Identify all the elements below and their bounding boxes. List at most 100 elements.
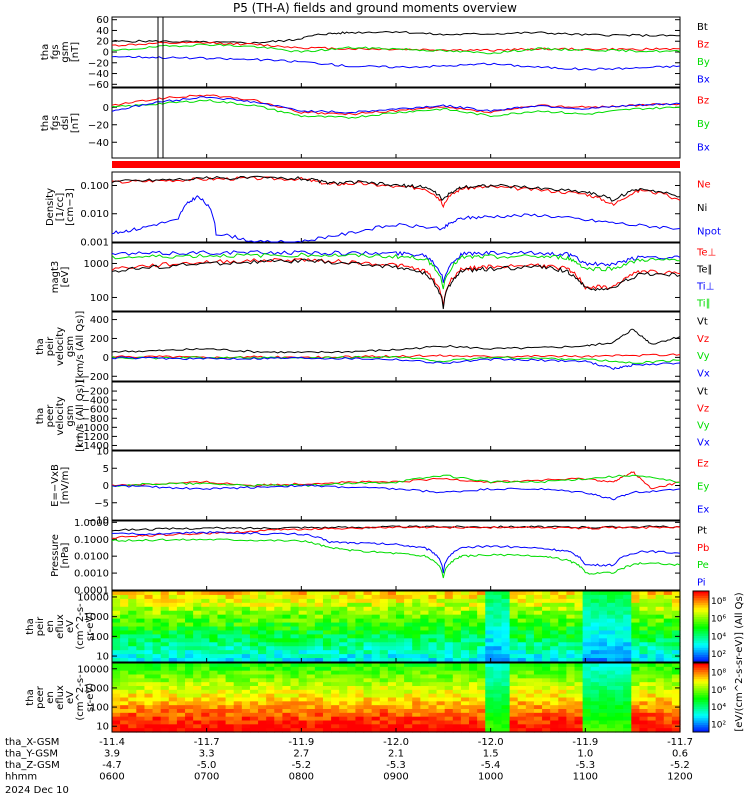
spectrogram-cell xyxy=(420,666,430,672)
spectrogram-cell xyxy=(671,591,681,596)
spectrogram-cell xyxy=(282,693,292,699)
spectrogram-cell xyxy=(436,689,446,695)
spectrogram-cell xyxy=(371,693,381,699)
spectrogram-cell xyxy=(428,618,438,624)
y-tick-label: 10 xyxy=(96,722,109,733)
y-axis-label-line: Pressure xyxy=(50,534,61,577)
spectrogram-cell xyxy=(412,642,421,647)
spectrogram-cell xyxy=(582,591,592,596)
spectrogram-cell xyxy=(314,728,324,733)
spectrogram-cell xyxy=(282,701,292,706)
spectrogram-cell xyxy=(282,646,292,651)
spectrogram-cell xyxy=(371,709,381,714)
spectrogram-cell xyxy=(128,705,137,710)
spectrogram-cell xyxy=(493,594,503,600)
spectrogram-cell xyxy=(379,666,389,672)
spectrogram-cell xyxy=(217,728,227,733)
spectrogram-cell xyxy=(428,642,438,647)
spectrogram-cell xyxy=(533,634,543,639)
spectrogram-cell xyxy=(363,634,373,639)
spectrogram-cell xyxy=(598,689,608,695)
spectrogram-cell xyxy=(152,720,162,725)
spectrogram-cell xyxy=(493,614,503,620)
spectrogram-cell xyxy=(444,697,454,702)
spectrogram-cell xyxy=(444,634,454,639)
spectrogram-cell xyxy=(493,678,503,683)
spectrogram-cell xyxy=(339,666,348,672)
x-tick-label: 1200 xyxy=(667,772,692,783)
spectrogram-cell xyxy=(233,663,243,668)
spectrogram-cell xyxy=(542,674,551,679)
spectrogram-cell xyxy=(566,610,576,616)
spectrogram-cell xyxy=(387,638,397,643)
spectrogram-cell xyxy=(485,634,494,639)
spectrogram-cell xyxy=(152,712,162,718)
spectrogram-cell xyxy=(136,658,146,663)
y-axis-label-line: eflux xyxy=(55,685,66,710)
spectrogram-cell xyxy=(152,650,162,655)
spectrogram-cell xyxy=(558,693,567,699)
spectrogram-cell xyxy=(574,716,584,722)
spectrogram-cell xyxy=(623,705,632,710)
colorbar-band xyxy=(693,672,709,675)
spectrogram-cell xyxy=(420,634,430,639)
spectrogram-cell xyxy=(631,610,641,616)
spectrogram-cell xyxy=(282,705,292,710)
spectrogram-cell xyxy=(249,618,259,624)
spectrogram-cell xyxy=(274,638,283,643)
spectrogram-cell xyxy=(485,712,494,718)
spectrogram-cell xyxy=(363,674,373,679)
spectrogram-cell xyxy=(485,693,494,699)
spectrogram-cell xyxy=(379,697,389,702)
spectrogram-cell xyxy=(290,663,300,668)
spectrogram-cell xyxy=(168,622,178,628)
spectrogram-cell xyxy=(631,618,641,624)
y-tick-label: 5 xyxy=(103,464,109,475)
spectrogram-cell xyxy=(485,650,494,655)
panel-peer-velocity: −200−400−600−800−1000−1200−1400thapeerve… xyxy=(35,380,710,452)
spectrogram-cell xyxy=(363,654,373,659)
spectrogram-cell xyxy=(647,701,657,706)
spectrogram-cell xyxy=(314,689,324,695)
spectrogram-cell xyxy=(631,689,641,695)
colorbar-band xyxy=(693,626,709,630)
spectrogram-cell xyxy=(639,646,649,651)
spectrogram-cell xyxy=(168,646,178,651)
spectrogram-cell xyxy=(290,650,300,655)
spectrogram-cell xyxy=(274,678,283,683)
spectrogram-cell xyxy=(363,626,373,632)
spectrogram-cell xyxy=(266,693,275,699)
spectrogram-cell xyxy=(501,638,511,643)
spectrogram-cell xyxy=(355,724,365,729)
spectrogram-cell xyxy=(258,693,267,699)
spectrogram-cell xyxy=(225,634,235,639)
spectrogram-cell xyxy=(306,630,316,635)
spectrogram-cell xyxy=(631,642,641,647)
spectrogram-cell xyxy=(347,606,357,612)
spectrogram-cell xyxy=(176,701,186,706)
spectrogram-cell xyxy=(542,705,551,710)
spectrogram-cell xyxy=(233,658,243,663)
spectrogram-cell xyxy=(371,720,381,725)
spectrogram-cell xyxy=(509,598,519,604)
spectrogram-cell xyxy=(387,602,397,608)
spectrogram-cell xyxy=(185,654,194,659)
spectrogram-cell xyxy=(128,591,137,596)
spectrogram-cell xyxy=(509,674,519,679)
colorbar-band xyxy=(693,702,709,705)
spectrogram-cell xyxy=(663,689,673,695)
spectrogram-cell xyxy=(671,682,681,687)
spectrogram-cell xyxy=(112,598,121,604)
spectrogram-cell xyxy=(606,686,616,691)
spectrogram-cell xyxy=(314,598,324,604)
spectrogram-cell xyxy=(266,670,275,676)
spectrogram-cell xyxy=(452,602,462,608)
spectrogram-cell xyxy=(655,634,665,639)
spectrogram-cell xyxy=(485,606,494,612)
spectrogram-cell xyxy=(460,670,470,676)
legend-entry: Bx xyxy=(697,74,710,85)
y-axis-label-line: peir xyxy=(35,616,46,636)
spectrogram-cell xyxy=(168,678,178,683)
spectrogram-cell xyxy=(493,658,503,663)
spectrogram-cell xyxy=(517,626,527,632)
